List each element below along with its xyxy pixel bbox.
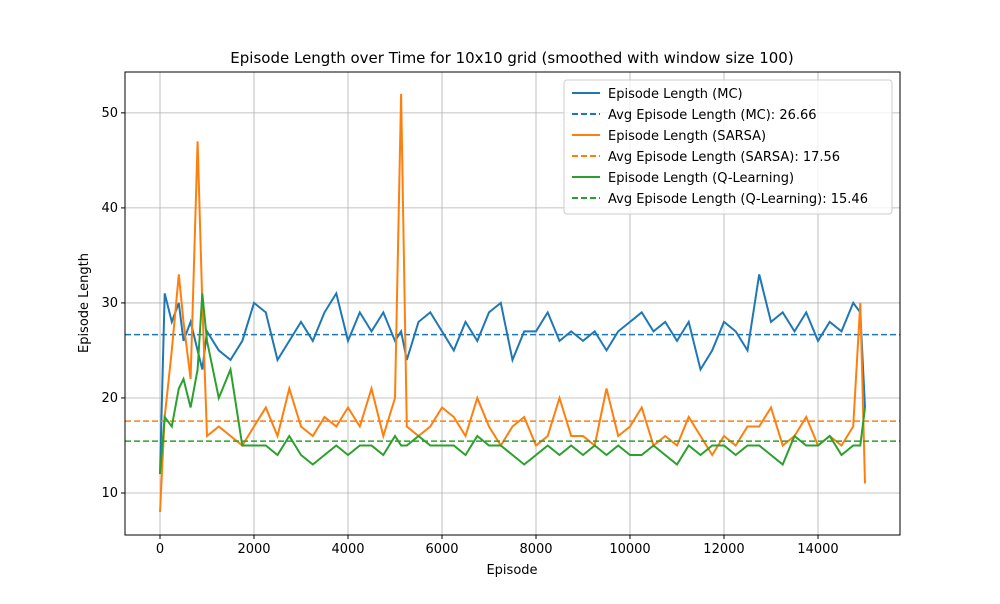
x-tick-label: 6000 xyxy=(425,542,458,557)
legend-label: Avg Episode Length (MC): 26.66 xyxy=(608,108,817,123)
x-tick-label: 4000 xyxy=(331,542,364,557)
legend-label: Episode Length (MC) xyxy=(608,87,743,102)
legend: Episode Length (MC) Avg Episode Length (M… xyxy=(563,79,893,215)
x-tick-label: 0 xyxy=(156,542,164,557)
legend-label: Avg Episode Length (Q-Learning): 15.46 xyxy=(608,192,868,207)
chart-title: Episode Length over Time for 10x10 grid … xyxy=(230,49,793,67)
plot-frame xyxy=(124,71,901,536)
legend-label: Episode Length (SARSA) xyxy=(608,129,766,144)
x-tick-label: 8000 xyxy=(519,542,552,557)
legend-label: Episode Length (Q-Learning) xyxy=(608,171,794,186)
y-axis-label: Episode Length xyxy=(77,253,92,353)
y-tick-label: 30 xyxy=(101,296,118,311)
y-tick-label: 10 xyxy=(101,486,118,501)
legend-box xyxy=(563,79,893,215)
x-tick-label: 12000 xyxy=(703,542,744,557)
data-line xyxy=(159,274,866,475)
y-tick-label: 50 xyxy=(101,106,118,121)
x-tick-label: 2000 xyxy=(237,542,270,557)
data-line xyxy=(159,293,866,475)
x-tick-label: 10000 xyxy=(609,542,650,557)
legend-label: Avg Episode Length (SARSA): 17.56 xyxy=(608,150,840,165)
x-axis-label: Episode xyxy=(486,563,537,578)
x-tick-label: 14000 xyxy=(797,542,838,557)
y-tick-label: 40 xyxy=(101,201,118,216)
y-tick-label: 20 xyxy=(101,391,118,406)
